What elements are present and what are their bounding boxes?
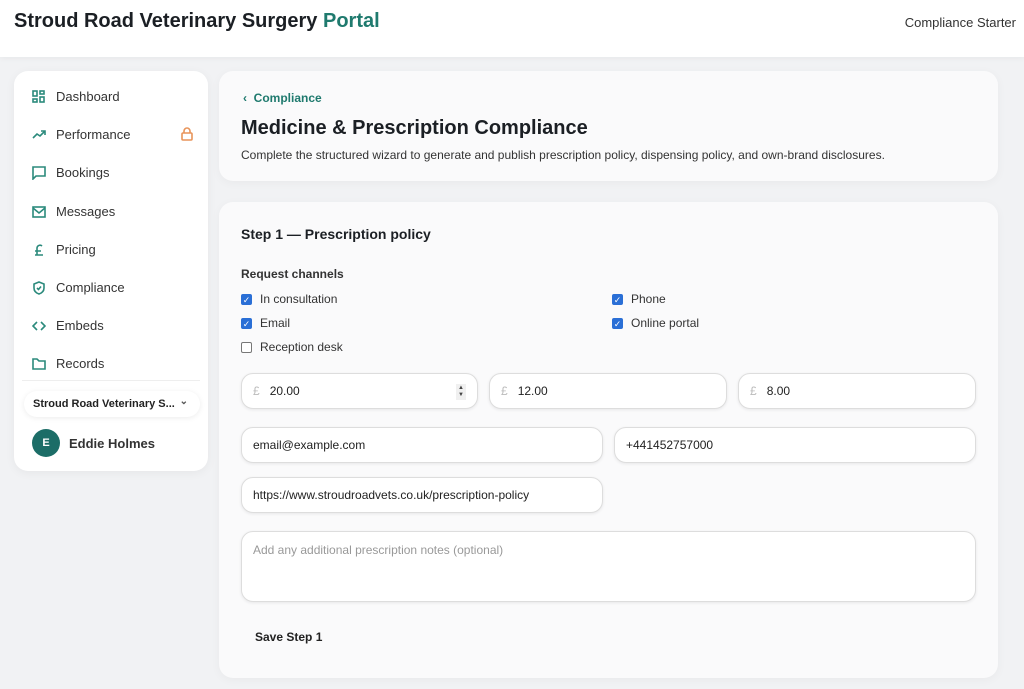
practice-name: Stroud Road Veterinary S... (33, 398, 175, 410)
phone-field[interactable]: +441452757000 (614, 427, 976, 463)
sidebar-item-embeds[interactable]: Embeds (32, 318, 194, 333)
sidebar-item-label: Bookings (56, 165, 110, 180)
brand-accent: Portal (322, 10, 380, 32)
checkbox-box (241, 341, 252, 353)
page-title: Medicine & Prescription Compliance (241, 117, 588, 139)
currency-symbol: £ (253, 384, 260, 398)
sidebar-item-messages[interactable]: Messages (32, 204, 194, 219)
sidebar: Dashboard Performance Bookings Messages … (14, 71, 208, 471)
page-subtitle: Complete the structured wizard to genera… (241, 148, 885, 162)
sidebar-item-label: Records (56, 356, 105, 371)
brand-title: Stroud Road Veterinary Surgery Portal (14, 10, 380, 33)
mail-icon (32, 205, 46, 218)
top-bar: Stroud Road Veterinary Surgery Portal Co… (0, 0, 1024, 57)
sidebar-item-label: Performance (56, 127, 131, 142)
fee-input-2[interactable]: £12.00 (489, 373, 727, 409)
check-icon: ✓ (241, 317, 252, 329)
fee-value: 20.00 (269, 384, 300, 398)
checkbox-phone[interactable]: ✓ Phone (612, 292, 666, 306)
page-header-card: ‹ Compliance Medicine & Prescription Com… (219, 71, 998, 181)
checkbox-label: In consultation (260, 292, 338, 306)
sidebar-item-label: Compliance (56, 280, 125, 295)
policy-url-field[interactable]: https://www.stroudroadvets.co.uk/prescri… (241, 477, 603, 513)
sidebar-item-label: Dashboard (56, 89, 120, 104)
grid-icon (32, 89, 45, 103)
sidebar-item-performance[interactable]: Performance (32, 127, 194, 142)
step-title: Step 1 — Prescription policy (241, 226, 431, 242)
check-icon: ✓ (612, 317, 623, 329)
chevron-down-icon: ⌄ (179, 396, 188, 407)
checkbox-email[interactable]: ✓ Email (241, 316, 290, 330)
fee-value: 8.00 (766, 384, 791, 398)
checkbox-in-consultation[interactable]: ✓ In consultation (241, 292, 337, 306)
fee-input-1[interactable]: £20.00 ▲ ▼ (241, 373, 478, 409)
check-icon: ✓ (241, 293, 252, 305)
sidebar-item-label: Embeds (56, 318, 104, 333)
sidebar-item-pricing[interactable]: Pricing (32, 242, 194, 257)
pound-icon (35, 243, 43, 256)
save-step-button[interactable]: Save Step 1 (255, 630, 323, 644)
sidebar-item-label: Messages (56, 204, 116, 219)
plan-label: Compliance Starter (904, 15, 1016, 30)
wizard-form: Step 1 — Prescription policy Request cha… (219, 202, 998, 678)
practice-selector[interactable]: Stroud Road Veterinary S... ⌄ (24, 391, 200, 417)
breadcrumb-label: Compliance (253, 91, 322, 105)
checkbox-label: Reception desk (260, 340, 343, 354)
check-icon: ✓ (612, 293, 623, 305)
currency-symbol: £ (750, 384, 757, 398)
currency-symbol: £ (501, 384, 508, 398)
lock-icon (180, 127, 194, 144)
checkbox-label: Phone (631, 292, 666, 306)
trend-icon (32, 129, 46, 139)
fee-input-3[interactable]: £8.00 (738, 373, 976, 409)
email-field[interactable]: email@example.com (241, 427, 603, 463)
stepper-icon[interactable]: ▲ ▼ (456, 384, 466, 400)
checkbox-online-portal[interactable]: ✓ Online portal (612, 316, 699, 330)
folder-icon (32, 357, 46, 370)
sidebar-item-compliance[interactable]: Compliance (32, 280, 194, 295)
sidebar-item-label: Pricing (56, 242, 96, 257)
chevron-left-icon: ‹ (243, 91, 254, 105)
breadcrumb-back-link[interactable]: ‹ Compliance (243, 91, 322, 105)
checkbox-reception-desk[interactable]: Reception desk (241, 340, 343, 354)
shield-icon (33, 280, 45, 295)
sidebar-item-bookings[interactable]: Bookings (32, 165, 194, 180)
checkbox-label: Online portal (631, 316, 700, 330)
brand-name: Stroud Road Veterinary Surgery (14, 10, 318, 32)
avatar[interactable]: E (32, 429, 60, 457)
chat-icon (32, 165, 46, 180)
checkbox-label: Email (260, 316, 291, 330)
channels-label: Request channels (241, 267, 344, 281)
sidebar-item-records[interactable]: Records (32, 356, 194, 371)
divider (22, 380, 200, 381)
notes-textarea[interactable]: Add any additional prescription notes (o… (241, 531, 976, 602)
code-icon (32, 320, 46, 331)
sidebar-item-dashboard[interactable]: Dashboard (32, 89, 194, 104)
user-name[interactable]: Eddie Holmes (69, 436, 155, 451)
fee-value: 12.00 (517, 384, 548, 398)
